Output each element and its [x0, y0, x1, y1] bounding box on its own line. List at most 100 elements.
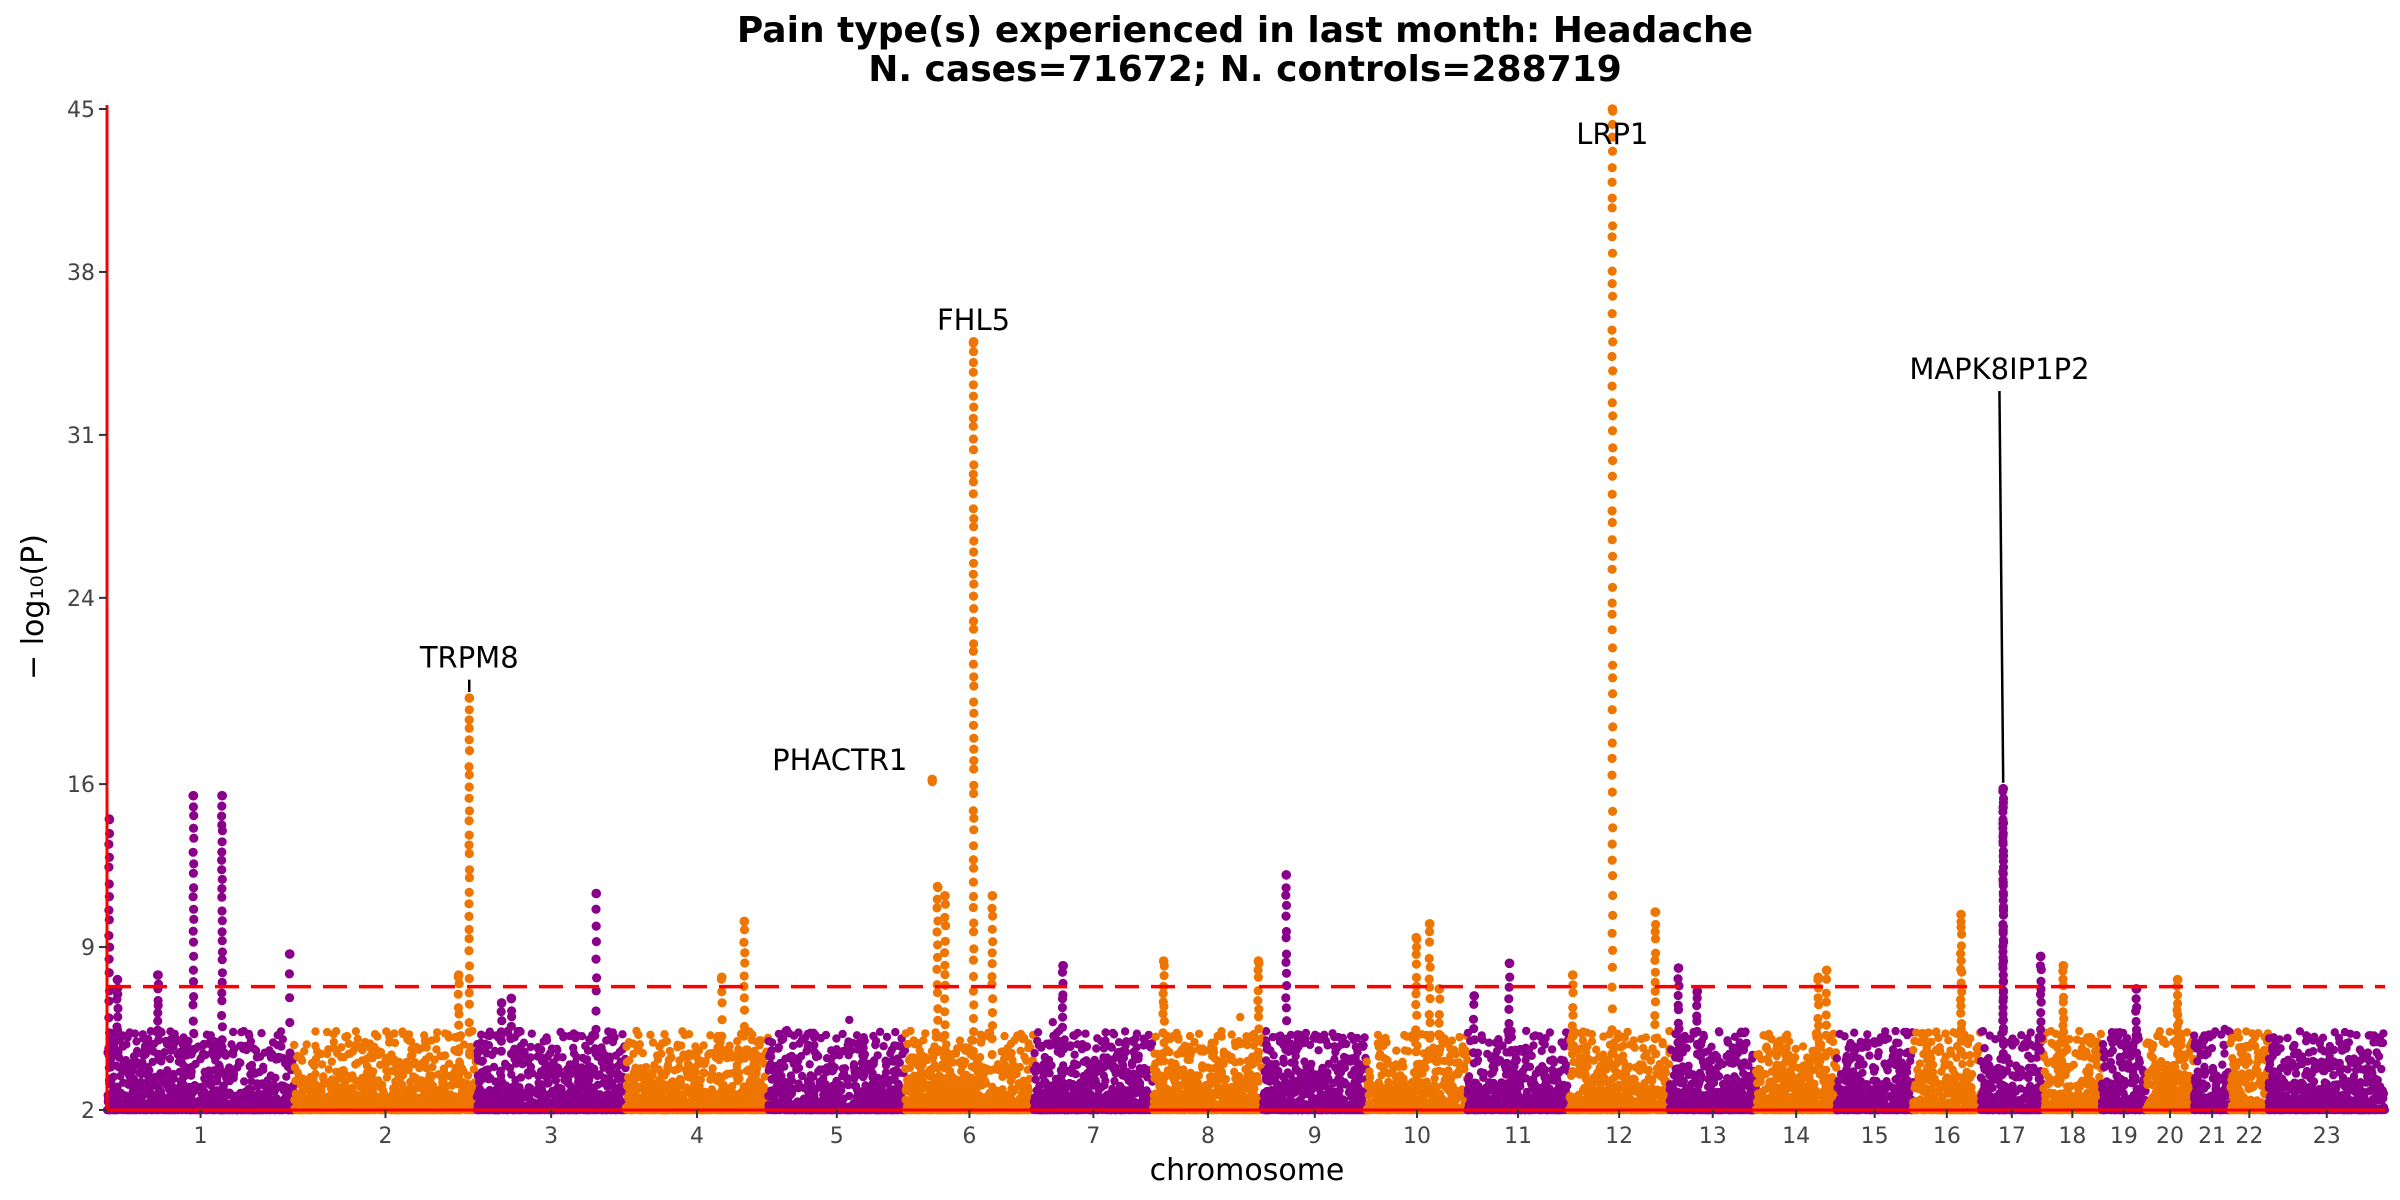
snp-point — [743, 1096, 752, 1105]
snp-point — [225, 1064, 234, 1073]
snp-point — [439, 1072, 448, 1081]
snp-point — [341, 1032, 350, 1042]
snp-point — [733, 1076, 742, 1086]
snp-point — [678, 1092, 688, 1101]
snp-point — [403, 1034, 412, 1044]
snp-point — [360, 1037, 370, 1047]
snp-point — [419, 1043, 428, 1052]
snp-point — [253, 1079, 262, 1088]
snp-point — [272, 1095, 281, 1105]
snp-point — [150, 1072, 160, 1082]
snp-point — [569, 1043, 578, 1053]
snp-point — [214, 1060, 224, 1070]
snp-point — [212, 1092, 222, 1102]
snp-point — [767, 1046, 776, 1055]
snp-point — [781, 1026, 790, 1036]
snp-point — [257, 1029, 266, 1038]
snp-point — [273, 1040, 282, 1050]
snp-point — [821, 1030, 831, 1040]
snp-point — [742, 1066, 751, 1076]
snp-point — [306, 1088, 316, 1098]
snp-point — [670, 1096, 679, 1105]
snp-point — [106, 1056, 116, 1065]
snp-point — [582, 1055, 592, 1064]
snp-point — [114, 1100, 124, 1109]
snp-point — [276, 1027, 286, 1036]
snp-point — [789, 1031, 799, 1040]
snp-point — [527, 1029, 536, 1038]
snp-point — [329, 1029, 338, 1039]
snp-point — [278, 1035, 287, 1044]
snp-point — [796, 1052, 806, 1061]
snp-point — [565, 1031, 574, 1041]
snp-point — [533, 1052, 542, 1061]
snp-point — [861, 1058, 870, 1068]
snp-point — [255, 1052, 265, 1062]
snp-point — [828, 1066, 837, 1075]
snp-point — [657, 1049, 666, 1059]
snp-point — [787, 1089, 797, 1098]
snp-point — [634, 1095, 643, 1104]
snp-point — [816, 1083, 825, 1092]
snp-point — [627, 1081, 636, 1091]
snp-point — [302, 1040, 311, 1049]
snp-point — [190, 1086, 199, 1096]
snp-point — [857, 1088, 866, 1097]
snp-point — [235, 1090, 244, 1099]
snp-point — [251, 1069, 260, 1078]
snp-point — [317, 1060, 327, 1069]
snp-point — [609, 1034, 618, 1044]
snp-point — [632, 1026, 641, 1036]
snp-point — [137, 1069, 146, 1079]
snp-point — [615, 1047, 624, 1057]
snp-point — [891, 1027, 900, 1037]
snp-point — [398, 1027, 407, 1036]
snp-point — [324, 1065, 333, 1074]
snp-point — [257, 1095, 266, 1104]
snp-point — [809, 1033, 819, 1043]
snp-point — [319, 1072, 328, 1081]
snp-point — [300, 1047, 309, 1056]
snp-point — [780, 1062, 789, 1071]
snp-point — [208, 1050, 217, 1059]
snp-point — [534, 1044, 543, 1054]
snp-point — [371, 1080, 380, 1090]
snp-point — [123, 1033, 132, 1042]
snp-point — [713, 1097, 723, 1106]
snp-point — [814, 1067, 823, 1076]
snp-point — [699, 1041, 708, 1050]
snp-point — [191, 1059, 200, 1069]
snp-point — [402, 1057, 411, 1067]
snp-point — [751, 1087, 761, 1097]
snp-point — [667, 1053, 676, 1062]
snp-point — [337, 1043, 346, 1052]
snp-point — [382, 1066, 391, 1075]
snp-point — [225, 1076, 234, 1086]
snp-point — [182, 1039, 192, 1048]
snp-point — [595, 1070, 605, 1080]
snp-point — [106, 1063, 116, 1072]
snp-point — [691, 1042, 700, 1051]
snp-point — [116, 1071, 125, 1081]
snp-point — [477, 1057, 487, 1067]
snp-point — [886, 1090, 896, 1099]
snp-point — [311, 1041, 320, 1051]
snp-point — [376, 1095, 385, 1104]
snp-point — [591, 1094, 600, 1104]
snp-point — [797, 1035, 807, 1045]
snp-point — [271, 1073, 280, 1083]
snp-point — [622, 1058, 632, 1067]
snp-point — [526, 1042, 535, 1052]
snp-point — [143, 1070, 153, 1080]
snp-point — [631, 1066, 641, 1076]
snp-point — [243, 1092, 252, 1101]
snp-point — [382, 1027, 391, 1036]
snp-point — [307, 1058, 317, 1068]
snp-point — [183, 1068, 192, 1077]
snp-point — [282, 1072, 291, 1081]
snp-point — [330, 1082, 339, 1091]
snp-point — [370, 1030, 380, 1039]
snp-point — [279, 1101, 288, 1110]
snp-point — [225, 1088, 234, 1097]
snp-point — [683, 1059, 693, 1069]
